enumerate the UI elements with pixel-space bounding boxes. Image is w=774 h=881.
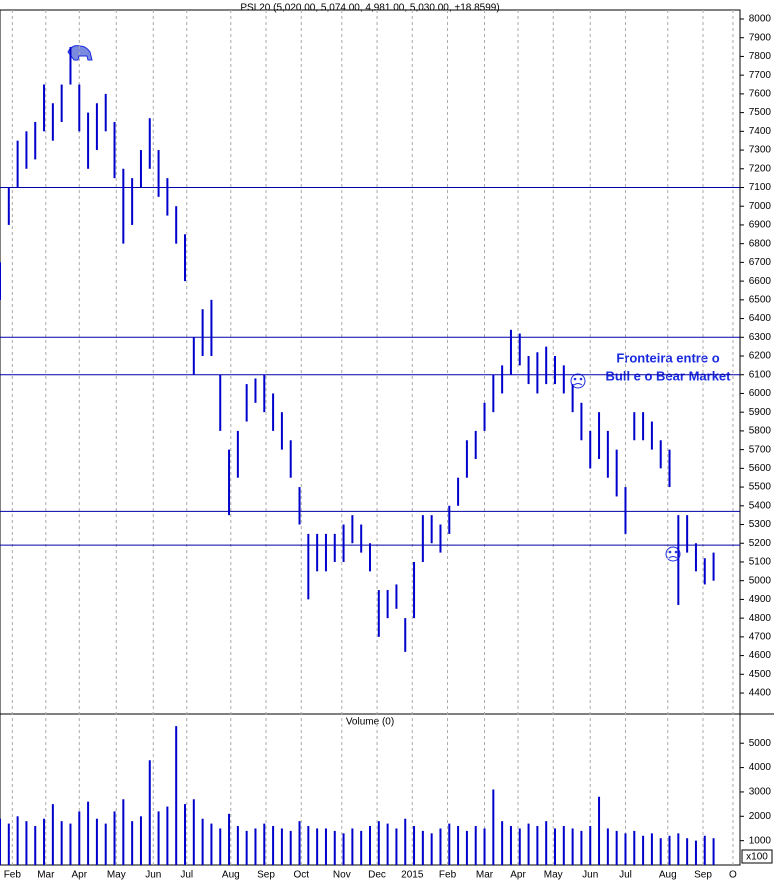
- y-tick-label: 6500: [749, 294, 772, 305]
- y-tick-label: 6800: [749, 238, 772, 249]
- y-tick-label: 7200: [749, 163, 772, 174]
- y-tick-label: 6400: [749, 313, 772, 324]
- y-tick-label: 3000: [749, 787, 772, 798]
- x-tick-label: Feb: [4, 870, 22, 881]
- x-tick-label: Jun: [582, 870, 598, 881]
- x-tick-label: Jun: [145, 870, 161, 881]
- y-tick-label: 6600: [749, 276, 772, 287]
- y-tick-label: 5000: [749, 575, 772, 586]
- y-tick-label: 4600: [749, 650, 772, 661]
- x-tick-label: Nov: [333, 870, 351, 881]
- x-tick-label: Dec: [368, 870, 386, 881]
- y-tick-label: 7300: [749, 145, 772, 156]
- x-tick-label: Mar: [476, 870, 494, 881]
- chart-title: PSI 20 (5,020.00, 5,074.00, 4,981.00, 5,…: [240, 3, 499, 14]
- volume-title: Volume (0): [346, 717, 394, 728]
- y-tick-label: 4700: [749, 632, 772, 643]
- y-tick-label: 6900: [749, 220, 772, 231]
- x-tick-label: Apr: [72, 870, 88, 881]
- plot-frame: [0, 9, 741, 866]
- y-tick-label: 4900: [749, 594, 772, 605]
- y-tick-label: 5100: [749, 557, 772, 568]
- x-tick-label: Mar: [37, 870, 55, 881]
- y-tick-label: 4500: [749, 669, 772, 680]
- x-tick-label: Feb: [439, 870, 457, 881]
- y-tick-label: 7600: [749, 89, 772, 100]
- y-tick-label: 1000: [749, 835, 772, 846]
- unit-box: [741, 849, 773, 864]
- y-tick-label: 5300: [749, 519, 772, 530]
- x-tick-label: Sep: [694, 870, 712, 881]
- x-tick-label: O: [729, 870, 737, 881]
- y-tick-label: 6200: [749, 351, 772, 362]
- y-tick-label: 5600: [749, 463, 772, 474]
- x-tick-label: Jul: [619, 870, 632, 881]
- annotation: Bull e o Bear Market: [606, 368, 732, 383]
- y-tick-label: 7800: [749, 51, 772, 62]
- x-tick-label: 2015: [401, 870, 424, 881]
- y-tick-label: 7500: [749, 107, 772, 118]
- y-tick-label: 7900: [749, 32, 772, 43]
- y-tick-label: 2000: [749, 811, 772, 822]
- x-tick-label: Aug: [659, 870, 677, 881]
- x-tick-label: Aug: [222, 870, 240, 881]
- y-tick-label: 4800: [749, 613, 772, 624]
- x-tick-label: Sep: [257, 870, 275, 881]
- y-tick-label: 7700: [749, 70, 772, 81]
- y-tick-label: 7400: [749, 126, 772, 137]
- unit-label: x100: [746, 852, 768, 863]
- y-tick-label: 8000: [749, 14, 772, 25]
- x-tick-label: Jul: [180, 870, 193, 881]
- y-tick-label: 5700: [749, 444, 772, 455]
- bull-icon: [67, 45, 93, 61]
- y-tick-label: 5000: [749, 738, 772, 749]
- y-tick-label: 6300: [749, 332, 772, 343]
- y-tick-label: 6100: [749, 369, 772, 380]
- x-tick-label: Oct: [294, 870, 310, 881]
- x-tick-label: May: [107, 870, 126, 881]
- y-tick-label: 5500: [749, 482, 772, 493]
- y-tick-label: 5800: [749, 426, 772, 437]
- y-tick-label: 4400: [749, 688, 772, 699]
- y-tick-label: 5900: [749, 407, 772, 418]
- x-tick-label: Apr: [510, 870, 526, 881]
- y-tick-label: 6700: [749, 257, 772, 268]
- y-tick-label: 5200: [749, 538, 772, 549]
- y-tick-label: 7100: [749, 182, 772, 193]
- annotation: Fronteira entre o: [616, 350, 719, 365]
- x-tick-label: May: [544, 870, 563, 881]
- y-tick-label: 5400: [749, 500, 772, 511]
- sad-face-icon: [570, 373, 681, 562]
- y-tick-label: 7000: [749, 201, 772, 212]
- y-tick-label: 4000: [749, 762, 772, 773]
- y-tick-label: 6000: [749, 388, 772, 399]
